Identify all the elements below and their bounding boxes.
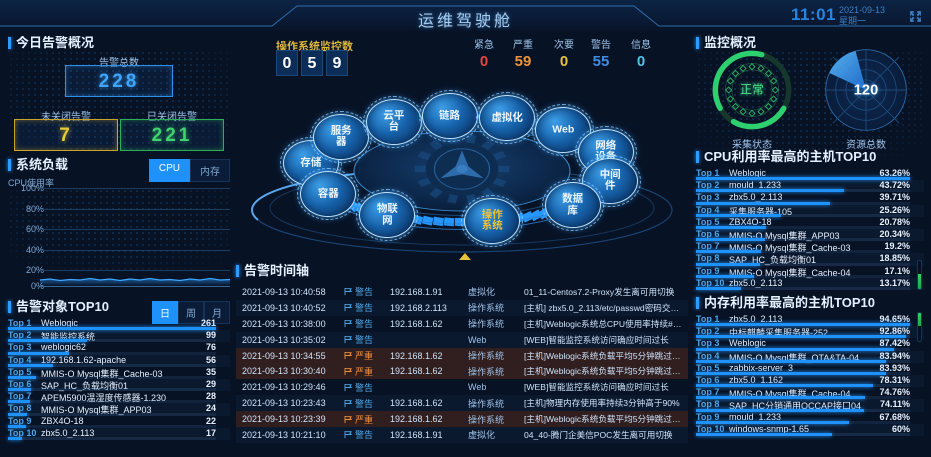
svg-text:120: 120: [854, 83, 878, 99]
svg-text:正常: 正常: [740, 83, 764, 97]
